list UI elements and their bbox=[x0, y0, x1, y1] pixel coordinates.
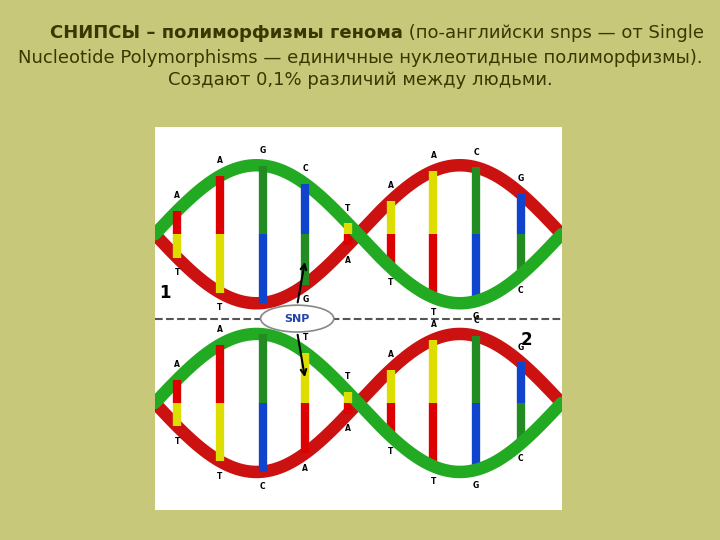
Text: G: G bbox=[518, 174, 524, 183]
Text: T: T bbox=[346, 204, 351, 213]
Text: T: T bbox=[431, 477, 436, 486]
Text: A: A bbox=[388, 181, 394, 190]
Text: T: T bbox=[431, 308, 436, 318]
Text: A: A bbox=[388, 350, 394, 359]
Text: A: A bbox=[431, 151, 436, 160]
Text: G: G bbox=[518, 343, 524, 352]
Text: T: T bbox=[388, 278, 393, 287]
Text: T: T bbox=[346, 373, 351, 381]
Text: A: A bbox=[345, 256, 351, 265]
Text: G: G bbox=[259, 314, 266, 323]
Text: A: A bbox=[431, 320, 436, 329]
Text: T: T bbox=[388, 447, 393, 456]
Text: C: C bbox=[473, 147, 479, 157]
Text: A: A bbox=[217, 325, 222, 334]
Text: G: G bbox=[473, 481, 480, 490]
Text: C: C bbox=[518, 454, 523, 463]
Ellipse shape bbox=[261, 305, 334, 332]
Text: T: T bbox=[302, 333, 308, 342]
Text: 1: 1 bbox=[159, 284, 171, 301]
Text: T: T bbox=[217, 472, 222, 481]
Text: C: C bbox=[473, 316, 479, 326]
Text: A: A bbox=[302, 464, 308, 473]
Text: C: C bbox=[518, 286, 523, 294]
Text: G: G bbox=[302, 295, 308, 305]
Text: СНИПСЫ – полиморфизмы генома: СНИПСЫ – полиморфизмы генома bbox=[50, 24, 403, 42]
Bar bbox=[155, 127, 562, 510]
Text: Создают 0,1% различий между людьми.: Создают 0,1% различий между людьми. bbox=[168, 71, 552, 89]
Text: C: C bbox=[260, 314, 266, 323]
Text: A: A bbox=[174, 360, 180, 369]
Text: 2: 2 bbox=[521, 332, 533, 349]
Text: C: C bbox=[260, 482, 266, 491]
Text: T: T bbox=[174, 268, 180, 278]
Text: SNP: SNP bbox=[284, 314, 310, 323]
Text: A: A bbox=[217, 156, 222, 165]
Text: T: T bbox=[217, 303, 222, 312]
Text: C: C bbox=[302, 164, 308, 173]
Text: G: G bbox=[473, 312, 480, 321]
Text: G: G bbox=[259, 146, 266, 155]
Text: T: T bbox=[174, 437, 180, 446]
Text: A: A bbox=[345, 424, 351, 434]
Text: A: A bbox=[174, 191, 180, 200]
Text: Nucleotide Polymorphisms — единичные нуклеотидные полиморфизмы).: Nucleotide Polymorphisms — единичные нук… bbox=[18, 49, 702, 66]
Text: (по-английски snps — от Single: (по-английски snps — от Single bbox=[403, 24, 704, 42]
